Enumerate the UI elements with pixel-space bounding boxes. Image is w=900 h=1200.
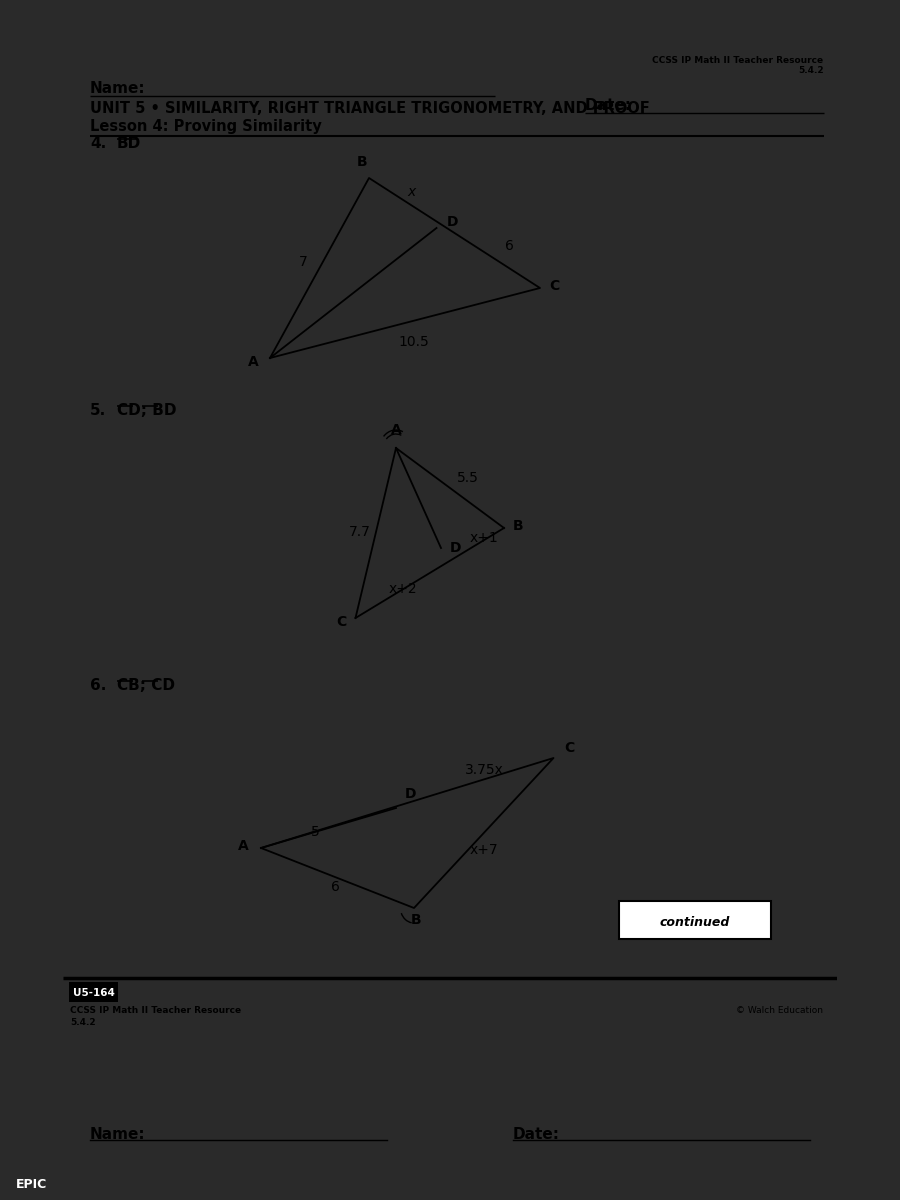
Text: x+7: x+7 bbox=[470, 842, 499, 857]
Text: Name:: Name: bbox=[90, 1127, 146, 1142]
Text: UNIT 5 • SIMILARITY, RIGHT TRIANGLE TRIGONOMETRY, AND PROOF: UNIT 5 • SIMILARITY, RIGHT TRIANGLE TRIG… bbox=[90, 101, 650, 116]
Text: Date:: Date: bbox=[513, 1127, 560, 1142]
Text: A: A bbox=[248, 355, 259, 370]
Text: D: D bbox=[447, 215, 458, 229]
Text: 7: 7 bbox=[299, 254, 308, 269]
Text: 3.75x: 3.75x bbox=[464, 763, 504, 778]
Text: 10.5: 10.5 bbox=[399, 335, 429, 349]
Text: D: D bbox=[450, 541, 461, 554]
Text: CD; BD: CD; BD bbox=[117, 403, 176, 418]
Text: B: B bbox=[356, 155, 367, 169]
Text: B: B bbox=[410, 913, 421, 926]
Text: 5.5: 5.5 bbox=[457, 470, 479, 485]
Text: continued: continued bbox=[660, 917, 730, 930]
Text: U5-164: U5-164 bbox=[73, 988, 114, 998]
Text: D: D bbox=[405, 787, 416, 802]
Text: x+1: x+1 bbox=[470, 530, 499, 545]
Text: 6: 6 bbox=[331, 880, 340, 894]
Text: BD: BD bbox=[117, 136, 141, 151]
Text: 7.7: 7.7 bbox=[349, 526, 371, 539]
Text: C: C bbox=[549, 278, 560, 293]
Text: C: C bbox=[336, 614, 346, 629]
Text: Name:: Name: bbox=[90, 80, 146, 96]
FancyBboxPatch shape bbox=[619, 901, 771, 938]
Text: x+2: x+2 bbox=[389, 582, 418, 596]
Text: © Walch Education: © Walch Education bbox=[736, 1006, 824, 1015]
Text: CB; CD: CB; CD bbox=[117, 678, 175, 692]
Text: A: A bbox=[391, 422, 401, 437]
FancyBboxPatch shape bbox=[69, 982, 118, 1002]
Text: Date:: Date: bbox=[585, 98, 632, 113]
Text: CCSS IP Math II Teacher Resource: CCSS IP Math II Teacher Resource bbox=[70, 1006, 241, 1015]
Text: A: A bbox=[238, 839, 248, 853]
Text: 5.: 5. bbox=[90, 403, 106, 418]
Text: 5: 5 bbox=[310, 826, 320, 839]
Text: B: B bbox=[513, 518, 524, 533]
Text: 5.4.2: 5.4.2 bbox=[798, 66, 824, 74]
Text: 6.: 6. bbox=[90, 678, 106, 692]
Text: 6: 6 bbox=[505, 239, 514, 253]
Text: EPIC: EPIC bbox=[16, 1178, 47, 1192]
Text: 5.4.2: 5.4.2 bbox=[70, 1018, 95, 1027]
Text: 4.: 4. bbox=[90, 136, 106, 151]
Text: C: C bbox=[564, 740, 575, 755]
Text: Lesson 4: Proving Similarity: Lesson 4: Proving Similarity bbox=[90, 119, 322, 134]
Text: x: x bbox=[407, 185, 416, 199]
Text: CCSS IP Math II Teacher Resource: CCSS IP Math II Teacher Resource bbox=[652, 56, 824, 65]
